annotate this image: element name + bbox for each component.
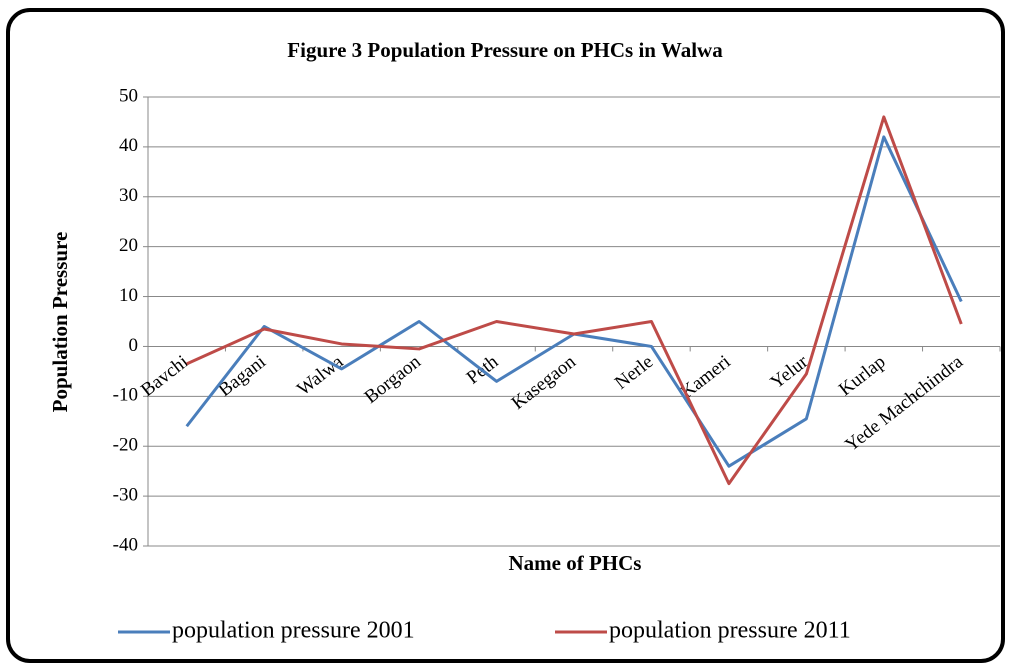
y-tick-label: -40 (113, 534, 138, 555)
chart-frame (6, 8, 1005, 663)
y-tick-label: 0 (129, 335, 139, 356)
y-tick-label: 50 (119, 85, 138, 106)
y-tick-label: 40 (119, 135, 138, 156)
series-line (186, 115, 963, 486)
y-tick-label: 10 (119, 285, 138, 306)
y-tick-label: -10 (113, 385, 138, 406)
x-axis-label: Name of PHCs (509, 551, 642, 575)
chart-title: Figure 3 Population Pressure on PHCs in … (287, 38, 723, 62)
legend-label: population pressure 2011 (609, 618, 851, 644)
y-tick-label: -30 (113, 484, 138, 505)
y-tick-label: 20 (119, 235, 138, 256)
y-tick-label: 30 (119, 185, 138, 206)
legend-label: population pressure 2001 (172, 618, 415, 644)
y-tick-label: -20 (113, 435, 138, 456)
y-axis-label: Population Pressure (48, 232, 72, 413)
